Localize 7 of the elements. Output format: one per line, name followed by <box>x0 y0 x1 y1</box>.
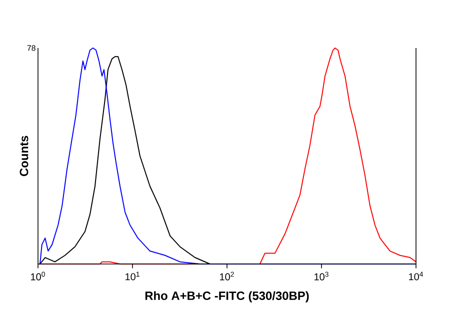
x-tick-label: 10$^{0}$ <box>31 272 45 280</box>
y-axis-title: Counts <box>20 136 28 176</box>
x-axis-title: Rho A+B+C -FITC (530/30BP) <box>145 291 309 302</box>
x-tick-label: 10$^{3}$ <box>314 272 328 280</box>
x-tick-label: 10$^{1}$ <box>126 272 140 280</box>
x-tick-label: 10$^{2}$ <box>220 272 234 280</box>
x-tick-label: 10$^{4}$ <box>409 272 424 280</box>
